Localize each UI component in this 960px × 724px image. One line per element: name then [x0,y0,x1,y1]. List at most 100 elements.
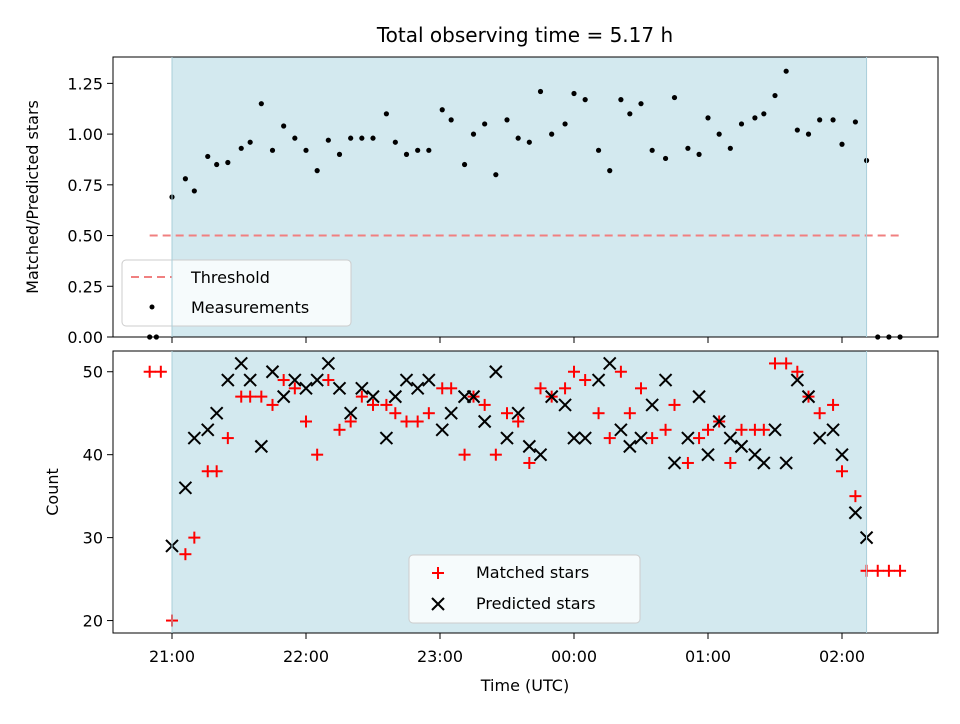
matched-star-point [210,465,223,478]
predicted-stars-points [165,356,874,553]
matched-star-point [445,382,458,395]
matched-star-point [668,398,681,411]
legend-predicted-label: Predicted stars [476,594,596,613]
measurement-point [685,145,691,151]
matched-star-point [827,398,840,411]
measurement-point [607,168,613,174]
matched-star-point [693,432,706,445]
measurement-point [727,145,733,151]
predicted-star-point [757,456,771,470]
legend-threshold-label: Threshold [190,268,270,287]
predicted-star-point [221,373,235,387]
predicted-star-point [701,447,715,462]
predicted-star-point [265,365,280,379]
predicted-star-point [355,381,369,396]
measurement-point [247,139,253,145]
top-y-axis-label: Matched/Predicted stars [23,100,42,294]
measurement-point [852,119,859,125]
matched-star-point [836,465,848,478]
matched-star-point [300,415,312,428]
matched-star-point [614,365,627,378]
predicted-star-point [614,423,628,437]
predicted-star-point [422,373,436,387]
predicted-star-point [779,456,793,470]
measurement-point [537,88,544,95]
matched-star-point [501,407,513,420]
bottom-y-axis: 20 30 40 50 [83,363,113,631]
predicted-star-point [801,389,816,404]
measurement-point [783,68,789,74]
measurement-point [238,145,244,151]
measurement-point [549,131,555,137]
measurement-point [426,147,432,153]
predicted-star-point [388,389,403,404]
predicted-star-point [343,406,358,420]
legend-predicted-swatch [431,597,445,611]
measurement-point [839,141,845,147]
measurement-point [258,101,264,107]
matched-star-point [579,374,592,387]
chart-title: Total observing time = 5.17 h [376,23,673,47]
predicted-star-point [835,447,849,462]
matched-star-point [322,374,335,387]
predicted-star-point [310,373,324,387]
matched-star-point [311,448,324,461]
measurement-point [526,139,532,145]
measurement-point [671,94,678,101]
matched-star-point [355,390,368,403]
predicted-star-point [645,398,659,412]
predicted-star-point [489,365,503,379]
predicted-star-point [692,389,706,404]
measurement-point [370,135,376,141]
measurement-point [817,117,823,123]
matched-star-point [266,398,279,411]
predicted-star-point [768,423,782,437]
measurement-point [705,115,711,121]
measurement-point [403,151,410,157]
measurement-point [415,147,421,153]
top-x-ticks [171,337,843,343]
predicted-star-point [826,423,840,437]
measurement-point [752,115,758,121]
y-tick-label: 40 [83,446,103,465]
matched-star-point [422,407,435,420]
bottom-panel-frame [112,350,939,634]
matched-star-point [367,398,379,411]
matched-star-point [849,490,862,503]
measurement-point [582,97,588,103]
y-tick-label: 30 [83,529,103,548]
matched-star-point [411,415,424,428]
x-tick-label: 23:00 [417,647,463,666]
bottom-legend-box [408,554,641,624]
matched-star-point [389,407,402,420]
x-axis-label: Time (UTC) [480,676,569,695]
measurement-point [439,107,445,113]
legend-matched-label: Matched stars [476,563,589,582]
measurement-point [314,168,320,174]
y-tick-label: 1.25 [67,74,103,93]
measurement-point [303,147,309,153]
bottom-legend: Matched stars Predicted stars [408,554,641,624]
matched-star-point [154,365,167,378]
measurement-point [392,139,398,145]
matched-star-point [333,423,346,436]
predicted-star-point [681,431,695,445]
measurement-point [325,137,331,143]
matched-star-point [400,415,413,428]
predicted-star-point [477,414,492,429]
matched-star-point [603,432,616,445]
measurement-point [269,147,276,153]
matched-star-point [724,456,737,469]
measurement-point [761,111,767,117]
matched-star-point [769,357,781,370]
matched-star-point [813,407,826,420]
predicted-star-point [321,356,336,371]
matched-star-point [255,390,268,403]
measurement-point [638,101,644,107]
matched-star-point [512,415,525,428]
predicted-star-point [812,431,827,445]
predicted-star-point [511,406,525,420]
predicted-star-point [254,439,269,454]
measurement-point [461,161,468,168]
top-y-axis: 0.00 0.25 0.50 0.75 1.00 1.25 [67,74,113,347]
